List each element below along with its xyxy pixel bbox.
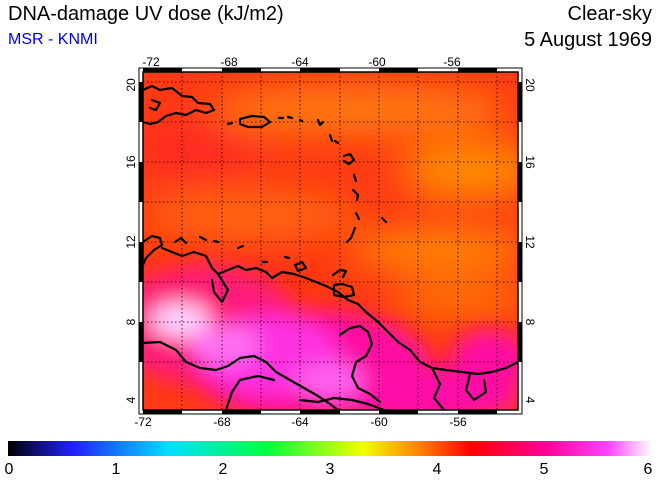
map-title: DNA-damage UV dose (kJ/m2) xyxy=(8,3,284,25)
lat-tick-labels-right: 4 8 12 16 20 xyxy=(523,78,537,403)
lon-tick-bottom: -68 xyxy=(213,415,231,429)
colorbar-label: 4 xyxy=(433,461,442,478)
lon-tick-labels-top: -72 -68 -64 -60 -56 xyxy=(142,55,461,69)
map-frame xyxy=(138,67,523,415)
coastlines xyxy=(143,84,518,410)
lon-tick-top: -60 xyxy=(368,55,386,69)
lon-tick-bottom: -60 xyxy=(370,415,388,429)
colorbar-label: 6 xyxy=(644,461,653,478)
colorbar-label: 3 xyxy=(326,461,335,478)
uv-dose-field xyxy=(143,72,518,410)
lon-tick-top: -56 xyxy=(443,55,461,69)
colorbar: 0 1 2 3 4 5 6 xyxy=(5,441,653,478)
sky-condition-label: Clear-sky xyxy=(567,3,652,25)
lon-tick-labels-bottom: -72 -68 -64 -60 -56 xyxy=(134,415,467,429)
lon-tick-bottom: -64 xyxy=(291,415,309,429)
colorbar-label: 0 xyxy=(5,461,14,478)
lat-tick-right: 4 xyxy=(523,397,537,404)
colorbar-gradient xyxy=(8,441,652,456)
lat-tick-labels-left: 4 8 12 16 20 xyxy=(124,78,138,403)
lat-tick-right: 8 xyxy=(523,319,537,326)
colorbar-label: 5 xyxy=(540,461,549,478)
lon-tick-top: -68 xyxy=(220,55,238,69)
map-grid xyxy=(143,72,518,410)
lon-tick-top: -72 xyxy=(142,55,160,69)
date-label: 5 August 1969 xyxy=(524,29,652,51)
source-label: MSR - KNMI xyxy=(8,31,98,48)
lat-tick-right: 20 xyxy=(523,78,537,92)
lon-tick-top: -64 xyxy=(291,55,309,69)
lon-tick-bottom: -56 xyxy=(449,415,467,429)
lat-tick-left: 12 xyxy=(124,235,138,249)
lat-tick-right: 12 xyxy=(523,235,537,249)
lat-tick-left: 20 xyxy=(124,78,138,92)
colorbar-label: 1 xyxy=(112,461,121,478)
lat-tick-left: 16 xyxy=(124,155,138,169)
lon-tick-bottom: -72 xyxy=(134,415,152,429)
lat-tick-left: 8 xyxy=(124,318,138,325)
lat-tick-right: 16 xyxy=(523,155,537,169)
lat-tick-left: 4 xyxy=(124,396,138,403)
colorbar-label: 2 xyxy=(219,461,228,478)
